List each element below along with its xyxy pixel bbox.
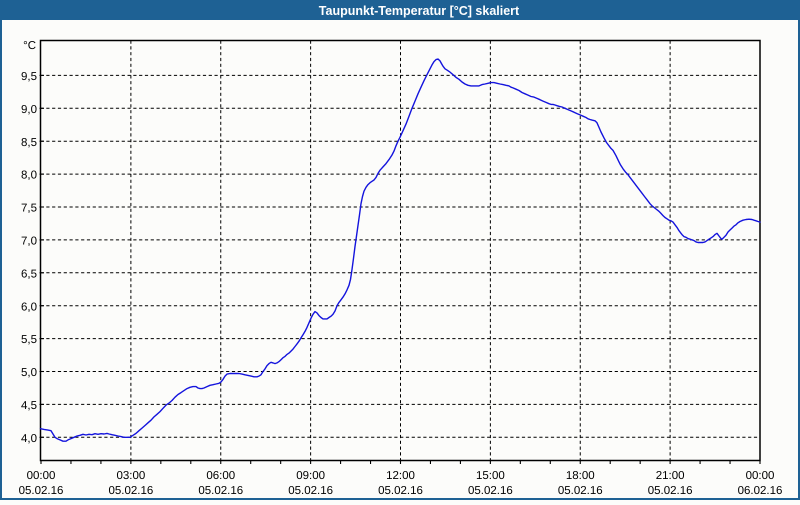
svg-text:00:00: 00:00 [746, 470, 775, 482]
svg-text:7,5: 7,5 [21, 203, 37, 215]
svg-text:9,0: 9,0 [21, 104, 37, 116]
svg-text:05.02.16: 05.02.16 [19, 485, 64, 497]
svg-text:4,0: 4,0 [21, 433, 37, 445]
svg-text:05.02.16: 05.02.16 [378, 485, 423, 497]
svg-text:°C: °C [23, 40, 36, 52]
svg-text:Taupunkt-Temperatur [°C] skali: Taupunkt-Temperatur [°C] skaliert [319, 4, 520, 18]
svg-text:5,5: 5,5 [21, 334, 37, 346]
svg-text:12:00: 12:00 [386, 470, 415, 482]
svg-text:21:00: 21:00 [656, 470, 685, 482]
svg-text:18:00: 18:00 [566, 470, 595, 482]
svg-text:8,0: 8,0 [21, 170, 37, 182]
svg-text:09:00: 09:00 [296, 470, 325, 482]
svg-text:7,0: 7,0 [21, 236, 37, 248]
svg-text:8,5: 8,5 [21, 137, 37, 149]
svg-text:05.02.16: 05.02.16 [288, 485, 333, 497]
svg-text:06.02.16: 06.02.16 [738, 485, 783, 497]
svg-text:05.02.16: 05.02.16 [468, 485, 513, 497]
svg-text:03:00: 03:00 [116, 470, 145, 482]
svg-text:9,5: 9,5 [21, 71, 37, 83]
svg-text:6,5: 6,5 [21, 268, 37, 280]
svg-text:00:00: 00:00 [27, 470, 56, 482]
svg-text:05.02.16: 05.02.16 [108, 485, 153, 497]
svg-text:4,5: 4,5 [21, 400, 37, 412]
svg-text:6,0: 6,0 [21, 301, 37, 313]
svg-text:05.02.16: 05.02.16 [648, 485, 693, 497]
svg-text:15:00: 15:00 [476, 470, 505, 482]
svg-text:05.02.16: 05.02.16 [558, 485, 603, 497]
svg-text:06:00: 06:00 [206, 470, 235, 482]
svg-text:05.02.16: 05.02.16 [198, 485, 243, 497]
svg-text:5,0: 5,0 [21, 367, 37, 379]
